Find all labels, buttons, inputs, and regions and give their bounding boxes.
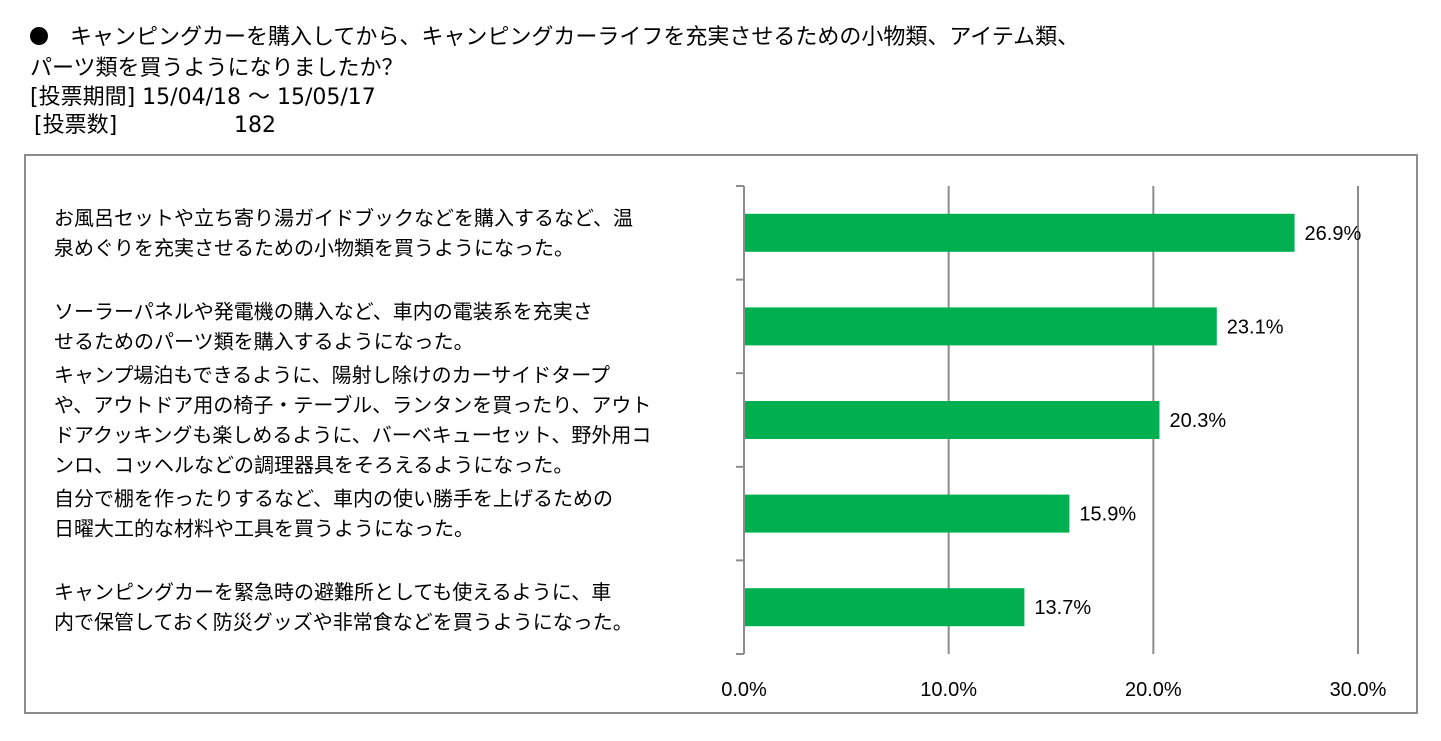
bar: [745, 401, 1160, 439]
category-label: お風呂セットや立ち寄り湯ガイドブックなどを購入するなど、温泉めぐりを充実させるた…: [54, 206, 633, 260]
vote-count-row: [投票数] 182: [30, 112, 1079, 140]
x-tick-label: 0.0%: [721, 679, 767, 701]
category-label-line: や、アウトドア用の椅子・テーブル、ランタンを買ったり、アウト: [54, 393, 651, 417]
category-label: 自分で棚を作ったりするなど、車内の使い勝手を上げるための日曜大工的な材料や工具を…: [54, 487, 613, 541]
data-label: 13.7%: [1034, 597, 1091, 619]
vote-count-label: [投票数]: [34, 113, 118, 138]
category-label-line: お風呂セットや立ち寄り湯ガイドブックなどを購入するなど、温: [54, 206, 633, 230]
vote-count-value: 182: [234, 113, 276, 138]
question-text-2: パーツ類を買うようになりましたか？: [30, 56, 404, 81]
data-label: 26.9%: [1305, 223, 1362, 245]
question-line-1: キャンピングカーを購入してから、キャンピングカーライフを充実させるための小物類、…: [30, 22, 1079, 53]
chart-frame: 0.0% 10.0% 20.0% 30.0% 26.9% お風呂セットや立ち寄り湯ガイドブ…: [24, 154, 1418, 714]
bar: [745, 213, 1295, 252]
bullet-icon: [30, 27, 48, 45]
category-label-line: せるためのパーツ類を購入するようになった。: [54, 329, 474, 353]
category-label-line: 内で保管しておく防災グッズや非常食などを買うようになった。: [54, 610, 633, 634]
category-label: キャンプ場泊もできるように、陽射し除けのカーサイドタープや、アウトドア用の椅子・…: [54, 363, 651, 477]
category-label-line: キャンピングカーを緊急時の避難所としても使えるように、車: [54, 580, 611, 604]
bar: [745, 588, 1025, 627]
x-tick-label: 10.0%: [920, 679, 977, 701]
bar-chart: 0.0% 10.0% 20.0% 30.0% 26.9% お風呂セットや立ち寄り湯ガイドブ…: [54, 185, 1387, 701]
category-label-line: ソーラーパネルや発電機の購入など、車内の電装系を充実さ: [54, 299, 593, 323]
data-label: 15.9%: [1079, 504, 1136, 526]
bar: [745, 494, 1070, 533]
x-tick-label: 20.0%: [1125, 679, 1182, 701]
question-text-1: キャンピングカーを購入してから、キャンピングカーライフを充実させるための小物類、…: [70, 25, 1080, 50]
category-label-line: ドアクッキングも楽しめるように、バーベキューセット、野外用コ: [54, 423, 651, 447]
data-label: 20.3%: [1169, 410, 1226, 432]
category-label: キャンピングカーを緊急時の避難所としても使えるように、車内で保管しておく防災グッ…: [54, 580, 633, 634]
category-label-line: キャンプ場泊もできるように、陽射し除けのカーサイドタープ: [54, 363, 610, 387]
category-label-line: 自分で棚を作ったりするなど、車内の使い勝手を上げるための: [54, 487, 613, 511]
voting-period: [投票期間] 15/04/18 ～ 15/05/17: [30, 85, 376, 110]
data-label: 23.1%: [1227, 316, 1284, 338]
category-label-line: ンロ、コッヘルなどの調理器具をそろえるようになった。: [54, 453, 573, 477]
category-label: ソーラーパネルや発電機の購入など、車内の電装系を充実させるためのパーツ類を購入す…: [54, 299, 593, 353]
x-tick-label: 30.0%: [1330, 679, 1387, 701]
category-label-line: 泉めぐりを充実させるための小物類を買うようになった。: [54, 236, 574, 260]
chart-header: キャンピングカーを購入してから、キャンピングカーライフを充実させるための小物類、…: [30, 22, 1079, 140]
bar: [745, 307, 1217, 346]
category-label-line: 日曜大工的な材料や工具を買うようになった。: [54, 517, 474, 541]
